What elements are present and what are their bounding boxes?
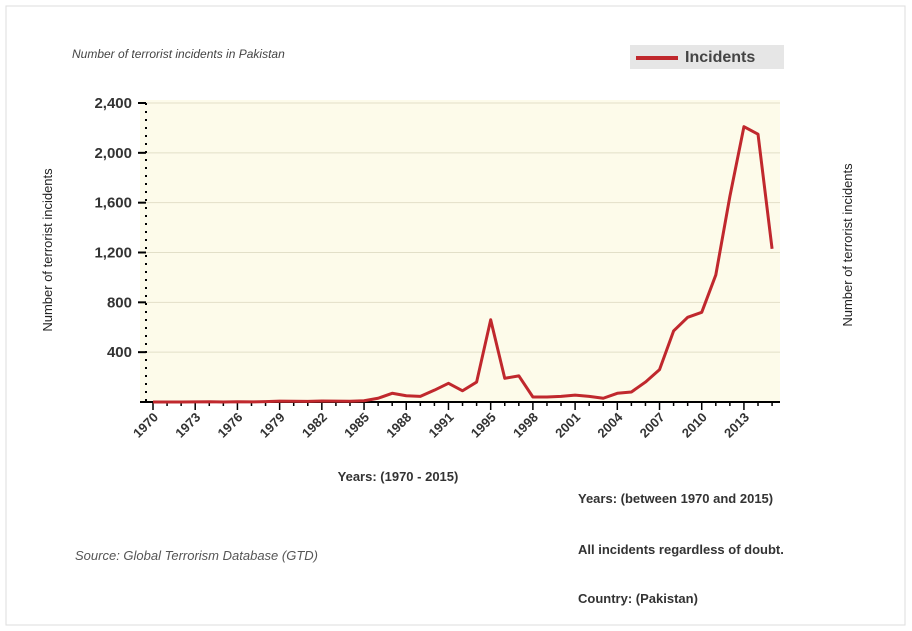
note: Country: (Pakistan) [578, 591, 698, 606]
note: Years: (between 1970 and 2015) [578, 491, 774, 506]
x-tick-label: 2001 [552, 410, 583, 441]
x-tick-label: 2007 [637, 410, 668, 441]
x-tick-label: 1982 [299, 410, 330, 441]
x-tick-label: 1998 [510, 410, 541, 441]
y2-axis-label: Number of terrorist incidents [840, 163, 855, 327]
chart-title: Number of terrorist incidents in Pakista… [72, 47, 285, 61]
y-tick-label: 400 [107, 344, 132, 361]
line [153, 125, 774, 404]
x-tick-label: 1973 [172, 410, 203, 441]
plot-area [140, 100, 780, 402]
y-axis-label: Number of terrorist incidents [40, 168, 55, 332]
x-tick-label: 1979 [257, 410, 288, 441]
y-tick-label: 2,400 [94, 95, 132, 112]
y-tick-label: 1,200 [94, 245, 132, 262]
x-tick-label: 2010 [679, 410, 710, 441]
y-tick-label: 2,000 [94, 145, 132, 162]
source: Source: Global Terrorism Database (GTD) [75, 548, 318, 563]
x-tick-label: 2013 [721, 410, 752, 441]
x-tick-label: 1995 [468, 410, 499, 441]
y-tick-label: 1,600 [94, 195, 132, 212]
x-tick-label: 1970 [130, 410, 161, 441]
x-tick-label: 2004 [594, 409, 626, 441]
legend-label: Incidents [685, 49, 755, 66]
frame [5, 5, 906, 626]
x-tick-label: 1988 [383, 410, 414, 441]
x-tick-label: 1976 [214, 410, 245, 441]
x-tick-label: 1985 [341, 410, 372, 441]
note: All incidents regardless of doubt. [578, 542, 784, 557]
x-axis-label: Years: (1970 - 2015) [338, 469, 459, 484]
x-tick-label: 1991 [426, 410, 457, 441]
y-tick-label: 800 [107, 294, 132, 311]
